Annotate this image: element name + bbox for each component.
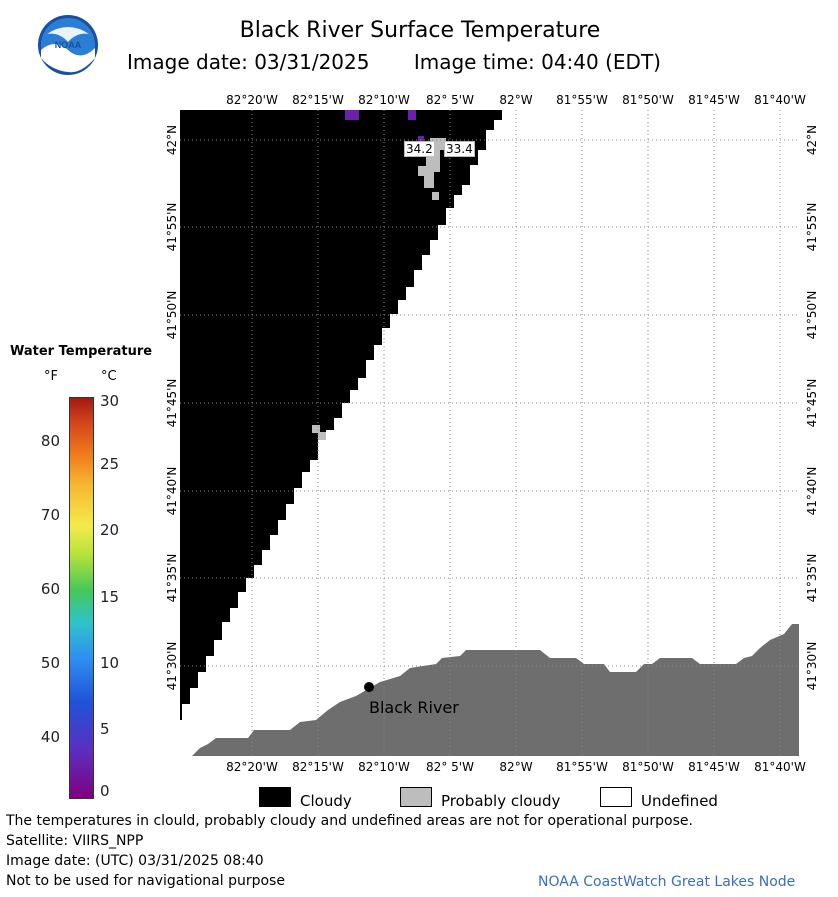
lat-label: 41°50'N	[165, 291, 179, 340]
tick-c: 25	[100, 455, 120, 473]
temperature-colorbar	[69, 397, 94, 799]
unit-celsius: °C	[101, 369, 117, 384]
lon-label: 82°10'W	[358, 93, 410, 107]
lat-label: 41°30'N	[165, 642, 179, 691]
lat-label: 41°55'N	[805, 203, 819, 252]
water-pixels	[345, 110, 424, 142]
black-river-marker	[364, 682, 374, 692]
logo-text: NOAA	[55, 40, 82, 50]
navigation-warning: Not to be used for navigational purpose	[6, 873, 285, 889]
temp-value-label: 34.2	[404, 141, 435, 157]
tick-c: 10	[100, 654, 120, 672]
lat-label: 41°55'N	[165, 203, 179, 252]
lat-label: 42°N	[165, 125, 179, 155]
tick-f: 70	[40, 506, 60, 524]
lat-label: 41°35'N	[805, 554, 819, 603]
satellite-text: Satellite: VIIRS_NPP	[6, 833, 144, 849]
tick-f: 50	[40, 654, 60, 672]
land-area	[180, 624, 799, 756]
undefined-label: Undefined	[641, 792, 718, 810]
probably-cloudy-label: Probably cloudy	[441, 792, 561, 810]
location-label: Black River	[369, 698, 459, 717]
latitude-labels-right: 42°N 41°55'N 41°50'N 41°45'N 41°40'N 41°…	[805, 125, 819, 691]
lon-label: 81°40'W	[754, 93, 806, 107]
lon-label: 82°20'W	[226, 760, 278, 774]
temp-value-label: 33.4	[444, 141, 475, 157]
lon-label: 82° 5'W	[426, 760, 474, 774]
tick-c: 15	[100, 588, 120, 606]
lat-label: 41°45'N	[165, 379, 179, 428]
lon-label: 81°50'W	[622, 760, 674, 774]
lat-label: 41°40'N	[805, 467, 819, 516]
tick-f: 60	[40, 580, 60, 598]
lat-label: 41°50'N	[805, 291, 819, 340]
lon-label: 81°40'W	[754, 760, 806, 774]
longitude-labels-top: 82°20'W 82°15'W 82°10'W 82° 5'W 82°W 81°…	[226, 93, 806, 107]
lat-label: 41°45'N	[805, 379, 819, 428]
lon-label: 81°50'W	[622, 93, 674, 107]
lon-label: 82°20'W	[226, 93, 278, 107]
page-title: Black River Surface Temperature	[239, 18, 601, 43]
tick-f: 40	[40, 728, 60, 746]
date-line: Image date: 03/31/2025 Image time: 04:40…	[127, 50, 699, 74]
lon-label: 81°55'W	[556, 93, 608, 107]
lon-label: 81°45'W	[688, 760, 740, 774]
lat-label: 42°N	[805, 125, 819, 155]
tick-f: 80	[40, 432, 60, 450]
lon-label: 82°15'W	[292, 93, 344, 107]
noaa-logo-icon: NOAA	[38, 15, 98, 75]
lon-label: 82° 5'W	[426, 93, 474, 107]
probably-cloudy-patches	[312, 138, 446, 440]
latitude-labels-left: 42°N 41°55'N 41°50'N 41°45'N 41°40'N 41°…	[165, 125, 179, 691]
lat-label: 41°40'N	[165, 467, 179, 516]
lat-label: 41°35'N	[165, 554, 179, 603]
image-date: Image date: 03/31/2025	[127, 50, 370, 74]
tick-c: 30	[100, 392, 120, 410]
lon-label: 82°15'W	[292, 760, 344, 774]
image-time: Image time: 04:40 (EDT)	[413, 50, 661, 74]
lat-label: 41°30'N	[805, 642, 819, 691]
utc-date-text: Image date: (UTC) 03/31/2025 08:40	[6, 853, 264, 869]
cloudy-label: Cloudy	[300, 792, 352, 810]
tick-c: 5	[100, 720, 110, 738]
credit-link[interactable]: NOAA CoastWatch Great Lakes Node	[538, 874, 796, 890]
undefined-swatch	[600, 787, 632, 807]
lon-label: 81°45'W	[688, 93, 740, 107]
tick-c: 20	[100, 521, 120, 539]
tick-c: 0	[100, 782, 110, 800]
noaa-logo: NOAA	[37, 14, 99, 76]
longitude-labels-bottom: 82°20'W 82°15'W 82°10'W 82° 5'W 82°W 81°…	[226, 760, 806, 774]
unit-fahrenheit: °F	[44, 369, 58, 384]
lon-label: 82°W	[499, 93, 532, 107]
probably-cloudy-swatch	[400, 787, 432, 807]
lon-label: 82°10'W	[358, 760, 410, 774]
cloudy-swatch	[259, 787, 291, 807]
lon-label: 82°W	[499, 760, 532, 774]
legend-title: Water Temperature	[10, 344, 153, 359]
lon-label: 81°55'W	[556, 760, 608, 774]
disclaimer-text: The temperatures in clould, probably clo…	[6, 813, 693, 829]
cloud-mask	[180, 110, 502, 720]
